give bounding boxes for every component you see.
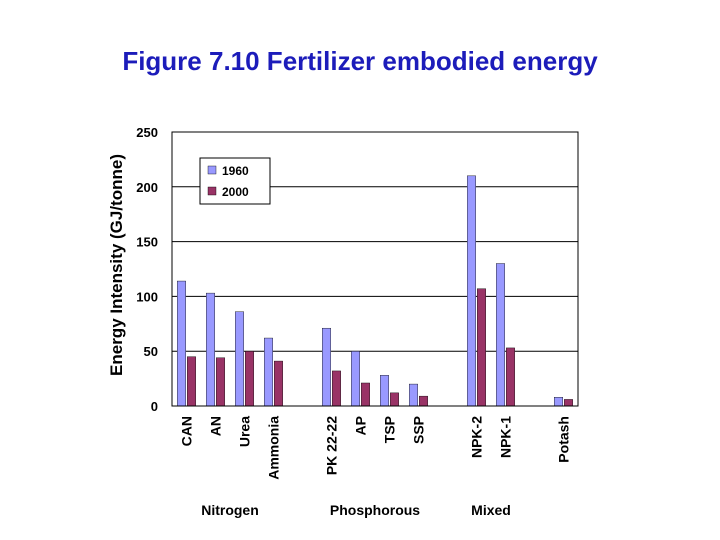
- category-label: Ammonia: [266, 416, 282, 480]
- category-label: NPK-2: [469, 416, 485, 458]
- bar-1960-ammonia: [264, 337, 273, 407]
- category-label: CAN: [179, 416, 195, 446]
- category-label: Potash: [556, 416, 572, 463]
- group-label: Phosphorous: [330, 502, 420, 518]
- group-labels: Nitrogen Phosphorous Mixed: [201, 502, 511, 518]
- bar-1960-urea: [235, 311, 244, 407]
- bar-2000-npk-2: [477, 288, 486, 407]
- bar-1960-pk-22-22: [322, 327, 331, 407]
- bar-1960-npk-2: [467, 175, 476, 407]
- bar-1960-can: [177, 280, 186, 407]
- category-label: AP: [353, 416, 369, 435]
- bar-2000-ap: [361, 382, 370, 407]
- bar-1960-ap: [351, 351, 360, 407]
- category-label: PK 22-22: [324, 416, 340, 475]
- bar-1960-npk-1: [496, 263, 505, 407]
- category-label: NPK-1: [498, 416, 514, 458]
- legend: 1960 2000: [199, 157, 271, 205]
- category-label: SSP: [411, 416, 427, 444]
- page-title: Figure 7.10 Fertilizer embodied energy: [122, 46, 598, 76]
- group-label: Nitrogen: [201, 502, 259, 518]
- bar-2000-an: [216, 357, 225, 407]
- plot-frame: [171, 131, 579, 407]
- group-label: Mixed: [471, 502, 511, 518]
- category-label: TSP: [382, 416, 398, 443]
- legend-label: 2000: [222, 185, 249, 199]
- legend-swatch: [207, 186, 217, 196]
- bar-1960-ssp: [409, 383, 418, 407]
- bar-2000-tsp: [390, 392, 399, 407]
- y-ticks: 0 50 100 150 200 250: [136, 125, 158, 414]
- bar-1960-an: [206, 292, 215, 407]
- legend-label: 1960: [222, 164, 249, 178]
- bars: [177, 175, 573, 407]
- bar-2000-urea: [245, 351, 254, 407]
- y-tick-label: 100: [136, 289, 158, 304]
- bar-1960-tsp: [380, 375, 389, 407]
- category-label: Urea: [237, 416, 253, 447]
- bar-1960-potash: [554, 397, 563, 407]
- y-tick-label: 0: [151, 399, 158, 414]
- y-tick-label: 200: [136, 180, 158, 195]
- y-tick-label: 250: [136, 125, 158, 140]
- y-axis-label: Energy Intensity (GJ/tonne): [107, 154, 126, 376]
- bar-2000-can: [187, 356, 196, 407]
- bar-2000-ssp: [419, 395, 428, 407]
- y-tick-label: 150: [136, 235, 158, 250]
- category-label: AN: [208, 416, 224, 436]
- bar-2000-ammonia: [274, 360, 283, 407]
- bar-2000-npk-1: [506, 347, 515, 407]
- category-labels: CAN AN Urea Ammonia PK 22-22 AP TSP SSP NPK-2 NPK…: [179, 416, 572, 480]
- legend-box: [199, 157, 271, 205]
- y-tick-label: 50: [144, 344, 158, 359]
- legend-swatch: [207, 165, 217, 175]
- bar-2000-pk-22-22: [332, 370, 341, 407]
- bar-2000-potash: [564, 399, 573, 407]
